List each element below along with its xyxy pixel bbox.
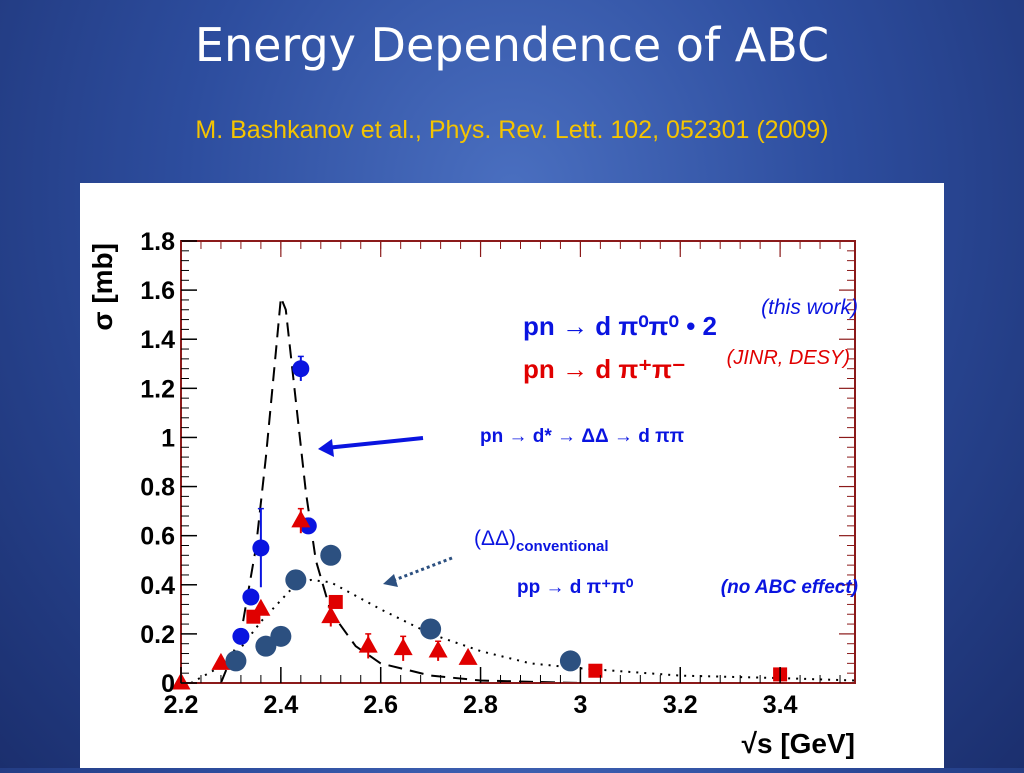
- jinr-desy-triangle: [393, 638, 413, 656]
- slide-title: Energy Dependence of ABC: [194, 18, 830, 72]
- pp-label: pp → d π⁺π⁰: [517, 577, 634, 598]
- conventional-curve: [190, 578, 856, 684]
- this-work-point: [292, 360, 310, 378]
- pp-point: [255, 635, 277, 657]
- jinr-desy-square: [588, 663, 603, 678]
- jinr-desy-note: (JINR, DESY): [727, 347, 850, 369]
- slide-subtitle: M. Bashkanov et al., Phys. Rev. Lett. 10…: [195, 116, 829, 144]
- x-tick-label: 3: [573, 691, 587, 719]
- y-tick-label: 0.2: [140, 621, 175, 649]
- jinr-desy-triangle: [321, 606, 341, 624]
- y-tick-label: 1.2: [140, 375, 175, 403]
- legend-this-work: pn → d π⁰π⁰ • 2: [523, 311, 717, 341]
- conventional-arrow-head: [383, 574, 398, 587]
- pp-point: [320, 544, 342, 566]
- x-tick-label: 2.4: [263, 691, 298, 719]
- jinr-desy-triangle: [211, 652, 231, 670]
- pp-point: [559, 650, 581, 672]
- pp-point: [225, 650, 247, 672]
- y-tick-label: 0.6: [140, 523, 175, 551]
- plot-frame: [180, 240, 856, 684]
- this-work-note: (this work): [761, 296, 858, 319]
- dstar-arrow: [325, 436, 424, 450]
- y-tick-label: 1.6: [140, 277, 175, 305]
- y-tick-label: 1.4: [140, 326, 175, 354]
- x-tick-label: 3.2: [663, 691, 698, 719]
- conventional-label: (ΔΔ)conventional: [474, 527, 609, 555]
- conventional-arrow: [391, 556, 453, 583]
- pp-point: [420, 618, 442, 640]
- pp-point: [285, 569, 307, 591]
- energy-dependence-chart: 0 0.2 0.4 0.6 0.8 1 1.2 1.4 1.6 1.8 2.2 2.4 2.6 2.8 3 3…: [87, 228, 858, 759]
- dstar-curve: [219, 297, 855, 684]
- jinr-desy-square: [328, 594, 343, 609]
- y-tick-label: 0: [161, 670, 175, 698]
- pp-point: [270, 625, 292, 647]
- plot-panel: 0 0.2 0.4 0.6 0.8 1 1.2 1.4 1.6 1.8 2.2 2.4 2.6 2.8 3 3…: [80, 183, 944, 768]
- this-work-point: [252, 539, 270, 557]
- x-axis-title: √s [GeV]: [742, 728, 855, 759]
- jinr-desy-triangle: [428, 640, 448, 658]
- jinr-desy-triangle: [458, 647, 478, 665]
- y-tick-label: 1.8: [140, 228, 175, 256]
- x-tick-label: 2.8: [463, 691, 498, 719]
- this-work-point: [232, 627, 250, 645]
- dstar-label: pn → d* → ΔΔ → d ππ: [480, 426, 685, 447]
- y-tick-label: 0.8: [140, 474, 175, 502]
- no-abc-note: (no ABC effect): [721, 577, 858, 598]
- jinr-desy-square: [246, 609, 261, 624]
- legend-jinr-desy: pn → d π⁺π⁻: [523, 354, 686, 384]
- jinr-desy-triangle: [291, 510, 311, 528]
- y-axis-title: σ [mb]: [87, 243, 118, 331]
- x-tick-label: 2.6: [363, 691, 398, 719]
- x-tick-label: 3.4: [763, 691, 798, 719]
- y-tick-label: 0.4: [140, 572, 175, 600]
- x-tick-label: 2.2: [164, 691, 199, 719]
- this-work-point: [242, 588, 260, 606]
- dstar-arrow-head: [318, 439, 334, 457]
- jinr-desy-triangle: [358, 635, 378, 653]
- y-tick-label: 1: [161, 424, 175, 452]
